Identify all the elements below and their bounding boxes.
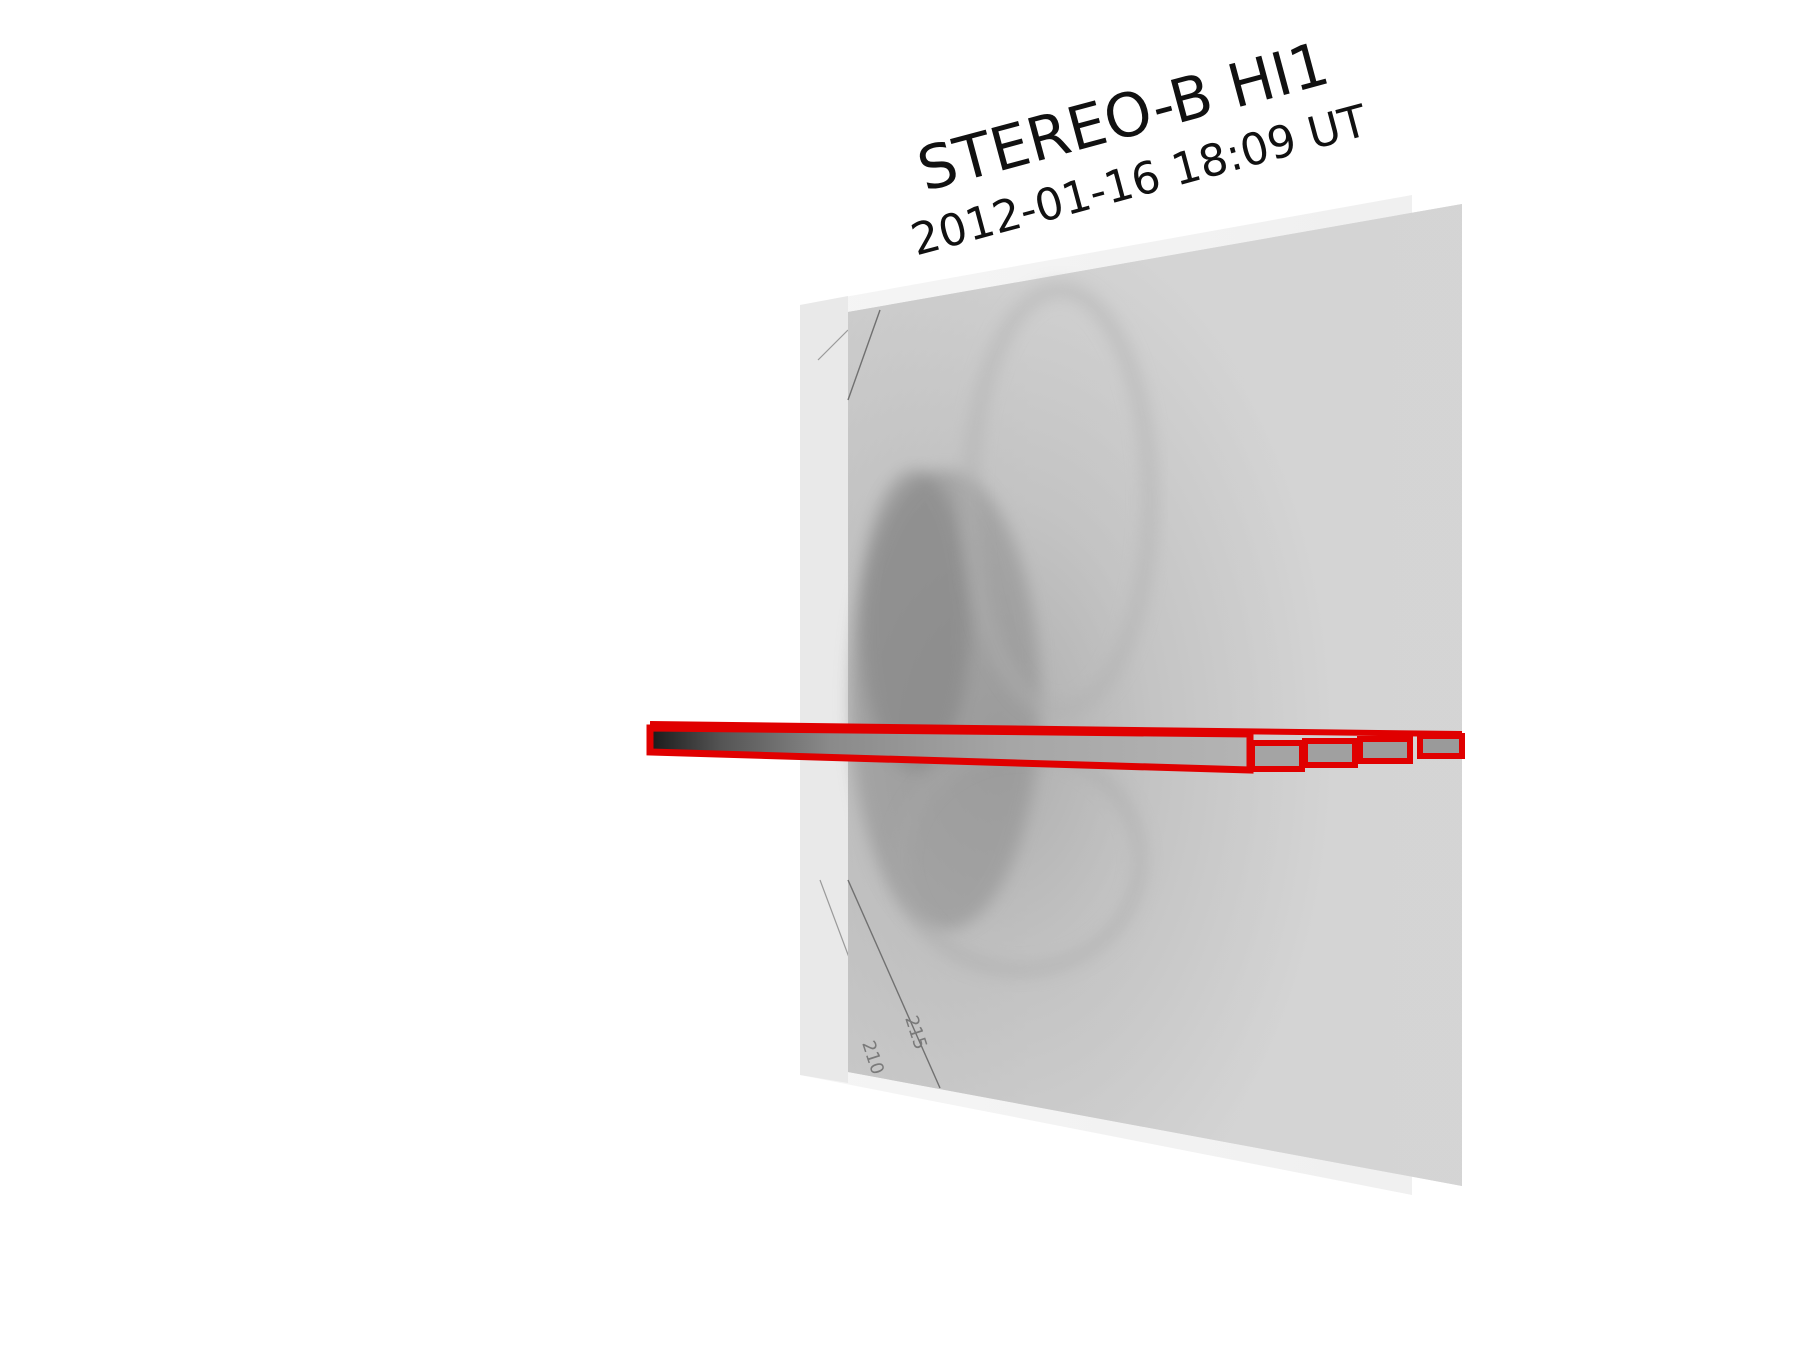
slit-stack xyxy=(646,721,1465,774)
slit-strip-3 xyxy=(1302,738,1358,768)
outer-image-bright-edge xyxy=(800,296,848,1083)
slit-top-edge xyxy=(649,721,1463,737)
slit-strip-4 xyxy=(1357,736,1413,764)
slit-strip-1 xyxy=(646,724,1254,774)
cme-loop-front xyxy=(963,283,1157,717)
inner-grid-line-bottom xyxy=(847,879,941,1089)
inner-image-structure xyxy=(848,204,1462,1186)
outer-grid-line-top xyxy=(817,329,849,361)
cme-dark-core xyxy=(860,470,970,770)
inner-grid-line-top xyxy=(847,309,881,401)
slit-strip-2 xyxy=(1249,740,1305,772)
slit-strip-5 xyxy=(1417,733,1465,759)
